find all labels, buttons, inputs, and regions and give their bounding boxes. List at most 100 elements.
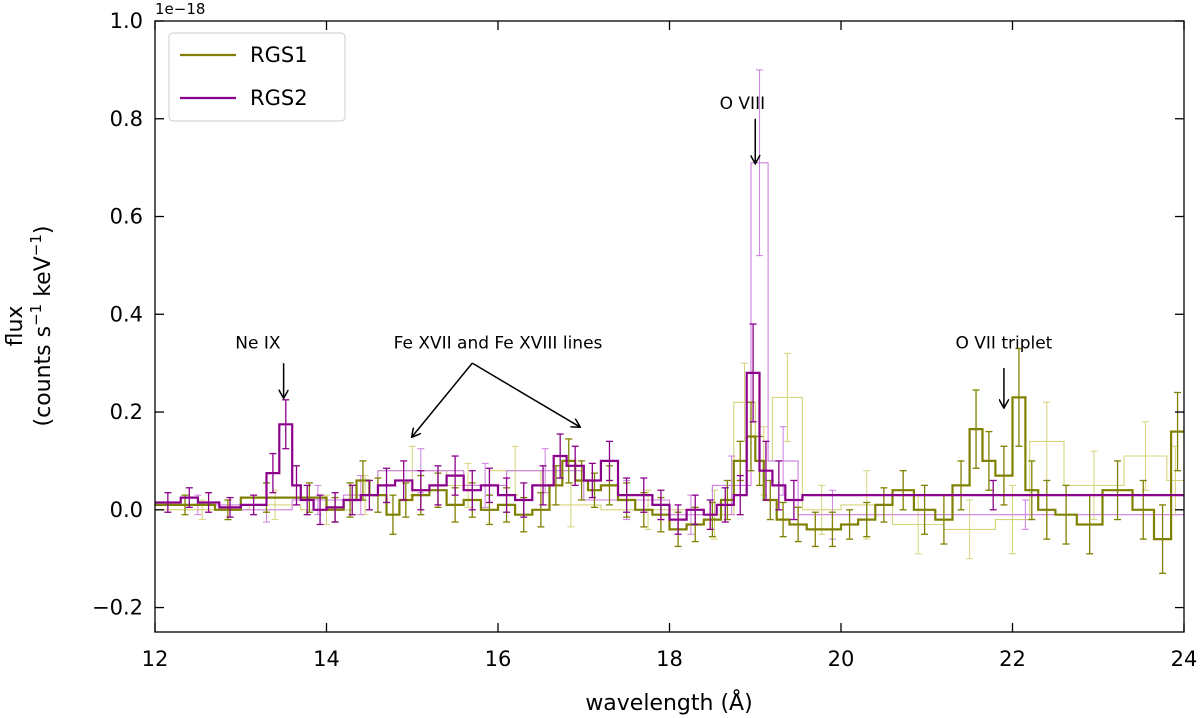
x-tick-label: 12: [142, 647, 169, 671]
error-bar: [691, 494, 699, 526]
error-bar: [417, 470, 425, 511]
error-bar: [674, 504, 682, 535]
error-bar: [365, 479, 373, 511]
error-bar: [434, 465, 442, 506]
annotation-label: O VIII: [720, 94, 765, 114]
error-bar: [539, 465, 547, 506]
error-bar: [762, 440, 770, 501]
x-tick-label: 14: [313, 647, 340, 671]
error-bar: [250, 494, 258, 516]
error-bar: [811, 511, 819, 548]
error-bar: [721, 487, 729, 523]
error-bar: [205, 492, 213, 513]
error-bar: [640, 477, 648, 513]
error-bar: [736, 474, 744, 516]
annotation-layer: Ne IX Fe XVII and Fe XVIII lines O VIII O V…: [235, 94, 1053, 436]
y-axis-units-sup2: −1: [27, 234, 45, 256]
y-tick-label: 0.0: [110, 498, 143, 522]
y-tick-label: 0.8: [110, 107, 143, 131]
error-bar: [657, 489, 665, 521]
error-bar: [331, 492, 339, 523]
error-bar: [503, 477, 511, 513]
error-bar: [921, 484, 929, 535]
annotation-label: O VII triplet: [955, 333, 1052, 353]
x-tick-label: 24: [1171, 647, 1198, 671]
error-bar: [485, 467, 493, 504]
x-axis-label: wavelength (Å): [585, 689, 752, 716]
error-bar: [468, 470, 476, 511]
error-bar: [985, 430, 993, 491]
error-bar: [269, 452, 277, 494]
error-bar: [383, 467, 391, 504]
series-rgs1: [155, 347, 1184, 574]
y-tick-label: −0.2: [92, 596, 143, 620]
error-bar: [783, 352, 791, 442]
error-bar: [775, 460, 783, 511]
error-bar: [316, 494, 324, 526]
x-tick-label: 16: [485, 647, 512, 671]
error-bar: [899, 470, 907, 511]
error-bar: [972, 389, 980, 469]
y-tick-label: 0.2: [110, 400, 143, 424]
error-bar: [1174, 391, 1182, 472]
error-bar: [292, 465, 300, 506]
y-offset-label: 1e−18: [155, 0, 205, 18]
error-bar: [282, 399, 290, 450]
error-bar: [623, 477, 631, 513]
y-tick-label: 0.4: [110, 302, 143, 326]
error-bar: [794, 506, 802, 543]
error-bar: [1139, 479, 1147, 540]
error-bar: [863, 501, 871, 538]
y-axis-units-c: ): [31, 226, 56, 235]
error-bar: [749, 323, 757, 423]
error-bar: [389, 494, 397, 535]
step-line: [155, 371, 1184, 521]
series-rgs2: [155, 323, 1184, 535]
error-bar: [1021, 499, 1029, 530]
error-bar: [1015, 347, 1023, 447]
error-bar: [828, 511, 836, 548]
error-bar: [1028, 460, 1036, 521]
error-bar: [588, 462, 596, 499]
error-bar: [605, 440, 613, 482]
error-bar: [1159, 504, 1167, 574]
series-layer: [155, 69, 1184, 574]
annotation-arrow: [471, 362, 579, 427]
x-tick-label: 20: [828, 647, 855, 671]
error-bar: [556, 433, 564, 479]
error-bar: [571, 445, 579, 487]
annotation: O VII triplet: [955, 333, 1053, 407]
error-bar: [790, 479, 798, 521]
annotation: Ne IX: [235, 333, 283, 397]
error-bar: [957, 460, 965, 511]
annotation: Fe XVII and Fe XVIII lines: [394, 333, 603, 436]
x-tick-label: 22: [999, 647, 1026, 671]
error-bar: [348, 484, 356, 516]
error-bar: [578, 460, 586, 501]
error-bar: [966, 499, 974, 560]
error-bar: [818, 484, 826, 535]
error-bar: [451, 455, 459, 496]
y-axis-label-line2: (counts s−1 keV−1): [27, 226, 56, 427]
tick-layer: 12 14 16 18 20 22 24 −0.2 0.0 0.2 0.4 0.6 0.8 1.0: [92, 9, 1197, 671]
error-bar: [1114, 460, 1122, 521]
error-bar: [846, 509, 854, 540]
error-bar: [185, 487, 193, 509]
legend-label-rgs1: RGS1: [250, 43, 308, 67]
error-bar: [1043, 479, 1051, 540]
legend: RGS1 RGS2: [168, 32, 346, 122]
y-axis-units-sup1: −1: [27, 304, 45, 326]
y-tick-label: 0.6: [110, 205, 143, 229]
error-bar: [226, 496, 234, 518]
error-bar: [1090, 450, 1098, 521]
y-axis-units-b: keV: [31, 256, 56, 304]
annotation-label: Ne IX: [235, 333, 281, 353]
error-bar: [779, 501, 787, 538]
y-tick-label: 1.0: [110, 9, 143, 33]
error-bar: [880, 487, 888, 523]
y-axis-units-a: (counts s: [31, 326, 56, 427]
x-tick-label: 18: [656, 647, 683, 671]
error-bar: [565, 438, 573, 484]
y-axis-label: flux (counts s−1 keV−1): [3, 226, 56, 427]
error-bar: [1009, 484, 1016, 555]
